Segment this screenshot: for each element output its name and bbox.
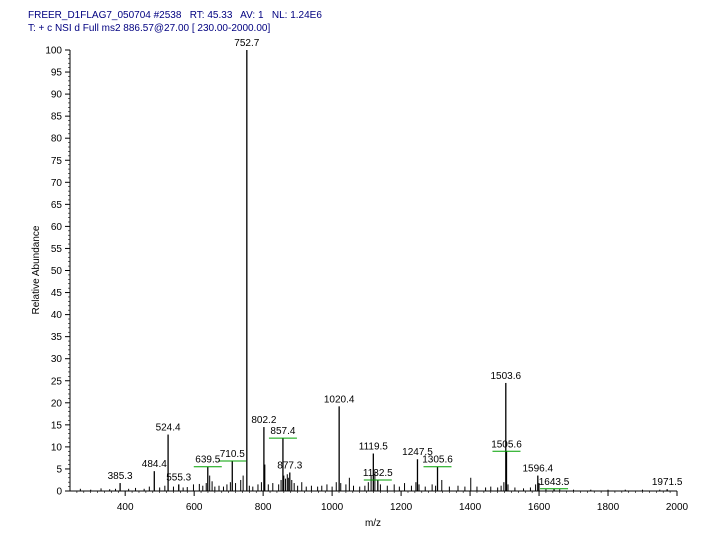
x-tick-label: 1600 — [528, 502, 551, 513]
x-tick-label: 1400 — [459, 502, 482, 513]
peak-label: 1596.4 — [523, 464, 554, 475]
peak-label: 555.3 — [166, 472, 191, 483]
y-tick-label: 60 — [51, 222, 63, 233]
y-tick-label: 80 — [51, 134, 63, 145]
y-tick-label: 50 — [51, 266, 63, 277]
peak-label: 1505.6 — [491, 439, 522, 450]
peak-label: 1247.5 — [402, 447, 433, 458]
peak-label: 857.4 — [270, 426, 295, 437]
x-tick-label: 1200 — [390, 502, 413, 513]
x-tick-label: 1800 — [597, 502, 620, 513]
peak-label: 1305.6 — [422, 455, 453, 466]
x-axis-label: m/z — [365, 518, 381, 529]
x-tick-label: 400 — [117, 502, 134, 513]
y-tick-label: 85 — [51, 112, 63, 123]
y-tick-label: 55 — [51, 244, 63, 255]
y-axis-label: Relative Abundance — [31, 225, 42, 314]
y-tick-label: 90 — [51, 90, 63, 101]
y-tick-label: 100 — [45, 46, 62, 57]
y-tick-label: 25 — [51, 376, 63, 387]
labeled-peaks — [119, 50, 668, 491]
peak-label: 1643.5 — [539, 477, 570, 488]
y-tick-label: 5 — [56, 464, 62, 475]
y-tick-label: 20 — [51, 398, 63, 409]
peak-label: 385.3 — [108, 471, 133, 482]
y-tick-label: 30 — [51, 354, 63, 365]
y-tick-label: 65 — [51, 200, 63, 211]
peak-label: 877.3 — [277, 460, 302, 471]
y-tick-label: 0 — [56, 487, 62, 498]
peak-label: 639.5 — [195, 455, 220, 466]
y-tick-label: 45 — [51, 288, 63, 299]
peak-label: 1132.5 — [363, 468, 393, 479]
spectrum-header: FREER_D1FLAG7_050704 #2538 RT: 45.33 AV:… — [28, 9, 322, 35]
peak-label: 1119.5 — [359, 442, 389, 453]
x-tick-label: 2000 — [666, 502, 689, 513]
peak-label: 710.5 — [220, 449, 245, 460]
peak-label: 484.4 — [142, 459, 167, 470]
x-tick-label: 600 — [186, 502, 203, 513]
peak-label: 524.4 — [156, 423, 181, 434]
y-tick-label: 40 — [51, 310, 63, 321]
peak-label: 1503.6 — [491, 371, 522, 382]
filter-line: T: + c NSI d Full ms2 886.57@27.00 [ 230… — [28, 23, 271, 34]
chart-axes: 0 5 10 15 20 25 30 35 40 45 50 55 60 65 70 75 80 85 90 95 10… — [45, 46, 688, 514]
peak-label: 802.2 — [251, 415, 276, 426]
minor-peaks — [79, 464, 661, 491]
y-tick-label: 10 — [51, 442, 63, 453]
y-tick-label: 35 — [51, 332, 63, 343]
x-tick-label: 1000 — [321, 502, 344, 513]
x-tick-label: 800 — [255, 502, 272, 513]
y-tick-label: 15 — [51, 420, 63, 431]
y-tick-label: 95 — [51, 68, 63, 79]
y-tick-label: 75 — [51, 156, 63, 167]
scan-info-line: FREER_D1FLAG7_050704 #2538 RT: 45.33 AV:… — [28, 10, 322, 21]
peak-label: 1020.4 — [324, 394, 355, 405]
green-markers — [193, 437, 569, 490]
peak-label: 752.7 — [234, 38, 259, 49]
peak-labels: 752.7 1503.6 1020.4 802.2 524.4 857.4 1119.5 12… — [108, 38, 683, 488]
peak-label: 1971.5 — [652, 477, 683, 488]
y-tick-label: 70 — [51, 178, 63, 189]
